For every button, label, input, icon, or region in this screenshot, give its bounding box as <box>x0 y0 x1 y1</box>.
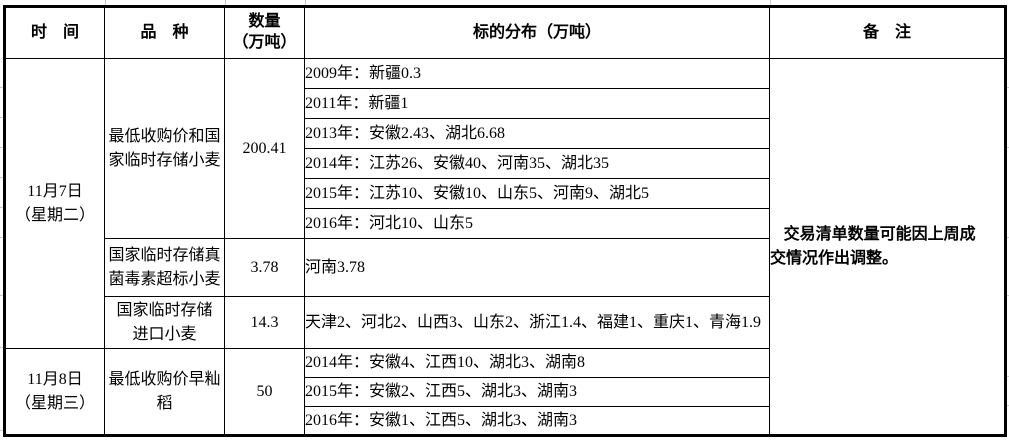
spreadsheet-gridline <box>0 347 3 348</box>
spreadsheet-gridline <box>0 147 3 148</box>
table-row: 2011年：新疆1 <box>5 88 1006 119</box>
distribution-cell-henan: 河南3.78 <box>304 238 770 297</box>
variety-cell-wheat-minprice: 最低收购价和国 家临时存储小麦 <box>104 58 225 239</box>
distribution-cell-2011: 2011年：新疆1 <box>304 88 770 119</box>
grain-auction-table: 时 间 品 种 数量 （万吨） 标的分布（万吨） 备 注 11月7日 （星期二）… <box>3 5 1007 437</box>
distribution-cell-rice-2016: 2016年：安徽1、江西5、湖北3、湖南3 <box>304 406 770 436</box>
spreadsheet-gridline <box>225 0 226 5</box>
spreadsheet-gridline <box>1005 295 1009 296</box>
distribution-cell-2016: 2016年：河北10、山东5 <box>304 208 770 239</box>
spreadsheet-gridline <box>105 0 106 5</box>
column-header-remark: 备 注 <box>769 6 1006 59</box>
distribution-cell-import: 天津2、河北2、山西3、山东2、浙江1.4、福建1、重庆1、青海1.9 <box>304 296 770 349</box>
spreadsheet-gridline <box>0 177 3 178</box>
distribution-cell-2009: 2009年：新疆0.3 <box>304 58 770 89</box>
column-header-distribution: 标的分布（万吨） <box>304 6 770 59</box>
table-row: 2014年：江苏26、安徽40、河南35、湖北35 <box>5 148 1006 179</box>
spreadsheet-gridline <box>0 117 3 118</box>
table-row: 11月7日 （星期二） 最低收购价和国 家临时存储小麦 200.41 2009年… <box>4 58 1006 436</box>
quantity-cell-wheat-fungus: 3.78 <box>224 238 305 297</box>
table-row: 2016年：河北10、山东5 <box>5 208 1006 239</box>
distribution-cell-rice-2015: 2015年：安徽2、江西5、湖北3、湖南3 <box>304 377 770 407</box>
table-row: 国家临时存储 进口小麦 14.3 天津2、河北2、山西3、山东2、浙江1.4、福… <box>5 296 1006 349</box>
quantity-cell-wheat-import: 14.3 <box>224 296 305 349</box>
spreadsheet-gridline <box>1005 405 1009 406</box>
spreadsheet-gridline <box>1005 376 1009 377</box>
table-row: 2015年：安徽2、江西5、湖北3、湖南3 <box>5 377 1006 407</box>
remark-cell: 交易清单数量可能因上周成 交情况作出调整。 <box>769 58 1006 436</box>
spreadsheet-gridline <box>770 0 771 5</box>
table-row: 国家临时存储真 菌毒素超标小麦 3.78 河南3.78 <box>5 238 1006 297</box>
variety-cell-wheat-import: 国家临时存储 进口小麦 <box>104 296 225 349</box>
table-row: 2016年：安徽1、江西5、湖北3、湖南3 <box>5 406 1006 436</box>
date-cell-nov7: 11月7日 （星期二） <box>4 58 105 349</box>
distribution-cell-rice-2014: 2014年：安徽4、江西10、湖北3、湖南8 <box>304 348 770 378</box>
spreadsheet-gridline <box>0 237 3 238</box>
column-header-quantity: 数量 （万吨） <box>224 6 305 59</box>
spreadsheet-gridline <box>0 430 3 431</box>
table-row: 2015年：江苏10、安徽10、山东5、河南9、湖北5 <box>5 178 1006 209</box>
quantity-cell-rice: 50 <box>224 348 305 436</box>
column-header-time: 时 间 <box>4 6 105 59</box>
header-row: 时 间 品 种 数量 （万吨） 标的分布（万吨） 备 注 <box>4 6 1006 59</box>
table-row: 2013年：安徽2.43、湖北6.68 <box>5 118 1006 149</box>
spreadsheet-gridline <box>305 0 306 5</box>
distribution-cell-2015: 2015年：江苏10、安徽10、山东5、河南9、湖北5 <box>304 178 770 209</box>
quantity-cell-wheat-minprice: 200.41 <box>224 58 305 239</box>
spreadsheet-gridline <box>0 87 3 88</box>
spreadsheet-gridline <box>1005 237 1009 238</box>
date-cell-nov8: 11月8日 （星期三） <box>4 348 105 436</box>
spreadsheet-gridline <box>0 295 3 296</box>
variety-cell-rice: 最低收购价早籼 稻 <box>104 348 225 436</box>
table-row: 11月8日 （星期三） 最低收购价早籼 稻 50 2014年：安徽4、江西10、… <box>4 348 1006 436</box>
column-header-variety: 品 种 <box>104 6 225 59</box>
variety-cell-wheat-fungus: 国家临时存储真 菌毒素超标小麦 <box>104 238 225 297</box>
spreadsheet-gridline <box>0 207 3 208</box>
distribution-cell-2013: 2013年：安徽2.43、湖北6.68 <box>304 118 770 149</box>
spreadsheet-gridline <box>1005 87 1009 88</box>
distribution-cell-2014: 2014年：江苏26、安徽40、河南35、湖北35 <box>304 148 770 179</box>
spreadsheet-gridline <box>1005 147 1009 148</box>
